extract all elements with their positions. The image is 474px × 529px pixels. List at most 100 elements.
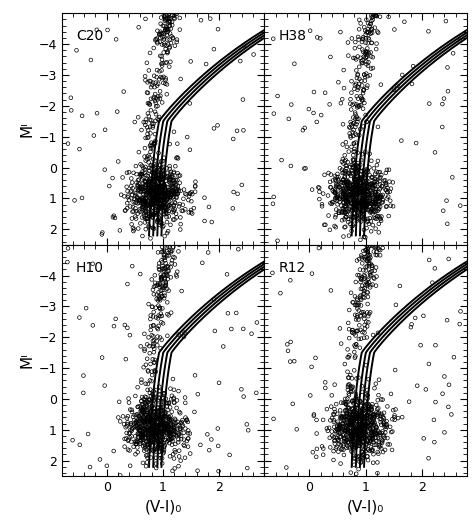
Point [164, 14, 171, 23]
Point [347, 118, 355, 126]
Point [166, 14, 173, 23]
Point [141, 425, 148, 433]
Point [156, 185, 164, 193]
Point [186, 189, 194, 198]
Point [157, 404, 164, 413]
Point [332, 433, 339, 441]
Point [354, 184, 362, 192]
Point [370, 421, 378, 429]
Point [161, 232, 168, 240]
Point [372, 379, 380, 388]
Point [358, 199, 366, 207]
Point [356, 397, 364, 405]
Point [152, 426, 160, 435]
Point [156, 34, 164, 42]
Point [152, 171, 160, 180]
Point [162, 190, 170, 198]
Point [161, 183, 168, 191]
Point [355, 412, 362, 420]
Point [103, 462, 110, 470]
Point [332, 180, 340, 189]
Point [144, 130, 151, 138]
Point [149, 190, 157, 198]
Point [162, 201, 169, 209]
Point [307, 391, 314, 400]
Point [350, 175, 358, 183]
Point [361, 186, 368, 195]
Point [144, 209, 152, 218]
Point [362, 48, 370, 57]
Point [377, 421, 385, 429]
Point [338, 178, 346, 186]
Point [137, 430, 145, 439]
Point [327, 199, 334, 207]
Point [362, 200, 370, 209]
Point [413, 381, 421, 390]
Point [378, 409, 385, 418]
Point [114, 157, 122, 166]
Point [321, 384, 329, 392]
Point [155, 424, 162, 433]
Point [343, 436, 351, 444]
Point [351, 454, 358, 463]
Point [116, 226, 124, 235]
Point [160, 11, 168, 20]
Point [164, 192, 172, 200]
Point [145, 179, 153, 187]
Point [160, 181, 168, 189]
Point [157, 436, 164, 444]
Point [166, 431, 174, 440]
Point [170, 242, 177, 251]
Point [154, 203, 161, 212]
Point [357, 174, 365, 182]
Point [366, 171, 374, 179]
Point [368, 430, 376, 438]
Point [156, 436, 164, 445]
Point [136, 417, 143, 425]
Point [374, 396, 382, 405]
Point [344, 404, 352, 413]
Point [123, 428, 130, 437]
Point [332, 205, 340, 214]
Point [339, 419, 346, 427]
Point [332, 189, 339, 197]
Point [143, 195, 150, 203]
Point [366, 446, 374, 455]
Point [147, 429, 155, 437]
Point [337, 433, 344, 441]
Point [142, 410, 149, 418]
Point [143, 417, 151, 425]
Point [319, 444, 327, 453]
Point [168, 256, 176, 264]
Point [159, 286, 166, 294]
Point [152, 195, 159, 204]
Point [346, 430, 354, 439]
Point [157, 173, 165, 181]
Point [130, 442, 137, 451]
Point [157, 157, 165, 166]
Point [76, 441, 83, 449]
Point [370, 214, 378, 222]
Point [170, 433, 177, 442]
Point [377, 395, 385, 404]
Point [156, 187, 164, 196]
Point [146, 204, 153, 213]
Point [164, 227, 172, 235]
Point [157, 169, 165, 178]
Point [142, 434, 150, 442]
Point [160, 174, 168, 182]
Point [150, 120, 157, 128]
Point [341, 194, 349, 202]
Point [366, 29, 374, 38]
Point [349, 190, 356, 198]
Point [278, 156, 285, 165]
Point [169, 186, 176, 195]
Point [374, 207, 381, 215]
Point [177, 432, 185, 440]
Point [448, 173, 456, 181]
Point [368, 420, 376, 428]
Point [348, 167, 356, 175]
Point [168, 21, 176, 30]
Point [340, 168, 347, 177]
Point [158, 66, 165, 75]
